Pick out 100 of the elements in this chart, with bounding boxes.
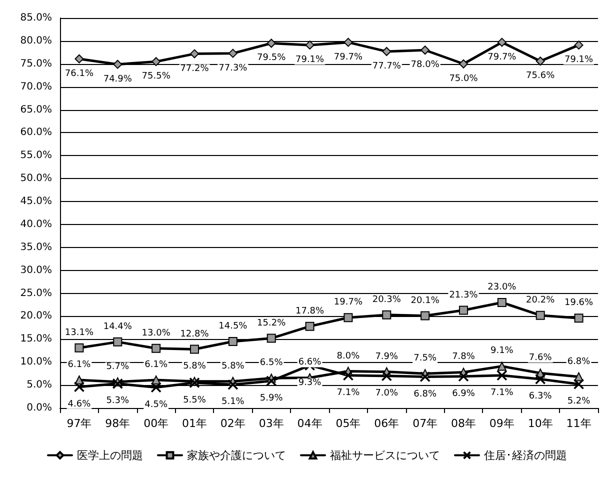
data-label: 7.1% xyxy=(490,388,514,398)
data-label: 77.7% xyxy=(372,61,402,72)
point xyxy=(228,336,238,346)
point xyxy=(228,379,238,390)
point xyxy=(496,370,508,381)
data-label: 5.7% xyxy=(106,362,130,372)
point xyxy=(152,344,161,353)
data-label: 13.0% xyxy=(142,328,171,338)
data-label: 15.2% xyxy=(257,318,286,328)
data-label: 19.6% xyxy=(564,298,594,308)
data-label: 7.6% xyxy=(528,353,552,364)
point xyxy=(420,311,430,320)
data-label: 7.1% xyxy=(336,388,360,398)
x-tick-label: 10年 xyxy=(528,417,553,430)
point xyxy=(573,378,584,390)
x-tick-label: 01年 xyxy=(182,417,207,430)
point xyxy=(459,59,468,68)
data-label: 4.5% xyxy=(144,400,168,410)
point xyxy=(190,344,199,354)
y-tick-label: 45.0% xyxy=(20,196,52,208)
point xyxy=(74,381,85,392)
point xyxy=(266,376,277,386)
y-tick-label: 20.0% xyxy=(20,310,52,322)
point xyxy=(189,377,200,388)
data-label: 74.9% xyxy=(103,74,132,84)
point xyxy=(382,46,392,56)
data-label: 13.1% xyxy=(64,328,94,338)
data-label: 5.8% xyxy=(221,361,245,372)
data-label: 6.3% xyxy=(528,392,552,402)
point xyxy=(420,46,430,55)
data-label: 19.7% xyxy=(334,298,363,308)
data-label: 6.9% xyxy=(452,388,476,399)
x-tick-label: 02年 xyxy=(220,417,246,430)
point xyxy=(497,362,506,371)
data-label: 77.2% xyxy=(180,64,210,74)
point xyxy=(459,306,468,315)
point xyxy=(497,298,506,307)
x-tick-label: 98年 xyxy=(105,417,130,430)
y-tick-label: 30.0% xyxy=(20,264,52,276)
y-tick-label: 25.0% xyxy=(20,288,52,299)
data-label: 6.8% xyxy=(414,389,437,400)
y-tick-label: 5.0% xyxy=(26,380,52,391)
y-tick-label: 0.0% xyxy=(26,402,52,414)
y-tick-label: 70.0% xyxy=(20,81,52,92)
data-label: 7.0% xyxy=(375,388,399,398)
data-label: 6.1% xyxy=(68,360,92,370)
data-label: 7.9% xyxy=(375,352,399,362)
point xyxy=(112,378,124,390)
x-tick-label: 03年 xyxy=(258,417,284,430)
y-tick-label: 65.0% xyxy=(20,104,52,116)
point xyxy=(536,56,545,66)
data-label: 75.6% xyxy=(526,71,556,82)
data-label: 4.6% xyxy=(68,399,92,410)
data-label: 5.1% xyxy=(221,397,245,408)
point xyxy=(305,40,314,50)
data-label: 6.5% xyxy=(260,358,284,368)
data-label: 78.0% xyxy=(410,60,440,70)
data-label: 5.2% xyxy=(567,396,591,407)
point xyxy=(74,343,84,352)
x-tick-label: 97年 xyxy=(66,417,92,430)
x-tick-label: 09年 xyxy=(489,417,514,430)
data-label: 17.8% xyxy=(295,306,325,316)
data-label: 79.7% xyxy=(334,52,363,62)
data-label: 75.5% xyxy=(142,72,171,82)
point xyxy=(574,372,584,382)
y-tick-label: 40.0% xyxy=(20,218,52,230)
y-tick-label: 10.0% xyxy=(20,356,52,368)
point xyxy=(152,57,161,66)
data-label: 76.1% xyxy=(64,68,94,79)
data-label: 23.0% xyxy=(488,282,517,292)
point xyxy=(574,40,584,50)
point xyxy=(381,370,392,382)
data-label: 5.3% xyxy=(106,396,130,406)
x-tick-label: 00年 xyxy=(144,417,169,430)
data-label: 6.1% xyxy=(144,360,168,370)
point xyxy=(574,314,584,323)
point xyxy=(534,374,546,384)
data-label: 75.0% xyxy=(449,74,478,84)
point xyxy=(420,371,430,382)
point xyxy=(458,370,469,382)
y-tick-label: 75.0% xyxy=(20,58,52,70)
y-tick-label: 85.0% xyxy=(20,12,52,24)
data-label: 79.1% xyxy=(295,55,325,66)
data-label: 20.1% xyxy=(410,296,440,306)
x-tick-label: 07年 xyxy=(412,417,438,430)
x-tick-label: 11年 xyxy=(566,417,592,430)
data-label: 5.8% xyxy=(183,361,206,372)
x-tick-label: 08年 xyxy=(451,417,476,430)
data-label: 8.0% xyxy=(336,351,360,362)
data-label: 79.7% xyxy=(488,52,517,62)
data-label: 9.3% xyxy=(298,378,322,388)
point xyxy=(536,310,545,320)
point xyxy=(344,38,353,47)
y-tick-label: 50.0% xyxy=(20,173,52,184)
y-tick-label: 55.0% xyxy=(20,150,52,162)
data-label: 12.8% xyxy=(180,329,210,340)
point xyxy=(266,334,276,343)
point xyxy=(382,310,392,320)
data-label: 21.3% xyxy=(449,290,478,300)
point xyxy=(150,382,162,393)
